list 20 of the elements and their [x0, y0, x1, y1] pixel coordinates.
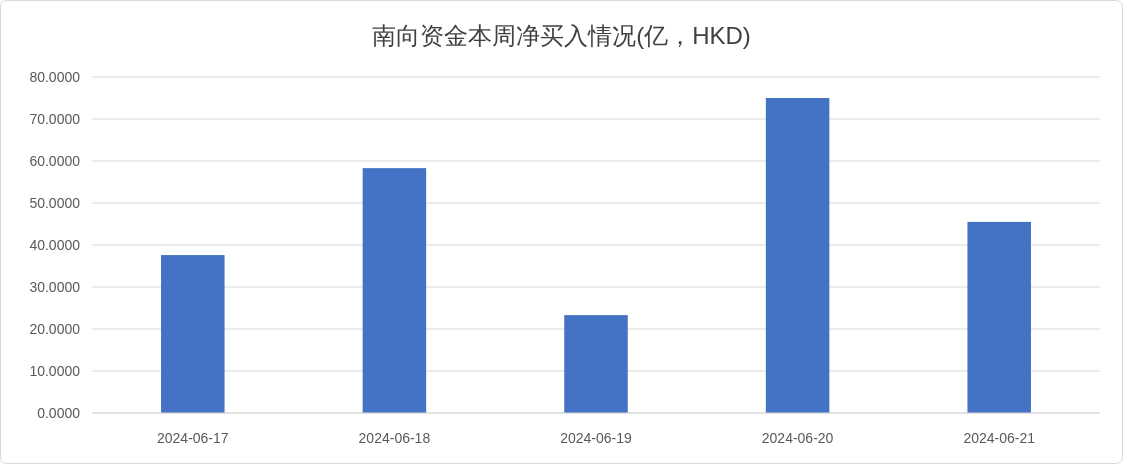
bar — [967, 221, 1031, 413]
y-tick-label: 60.0000 — [29, 153, 81, 169]
bar — [161, 255, 225, 413]
x-tick-label: 2024-06-20 — [761, 430, 834, 446]
y-tick-label: 80.0000 — [29, 69, 81, 85]
y-tick-label: 0.0000 — [37, 405, 81, 421]
x-tick-label: 2024-06-21 — [963, 430, 1036, 446]
y-tick-label: 70.0000 — [29, 111, 81, 127]
x-tick-label: 2024-06-18 — [358, 430, 431, 446]
bar — [564, 315, 628, 413]
bar — [765, 98, 830, 413]
y-tick-label: 10.0000 — [29, 363, 81, 379]
y-tick-label: 20.0000 — [29, 321, 81, 337]
bar — [362, 168, 427, 413]
chart-title: 南向资金本周净买入情况(亿，HKD) — [372, 22, 751, 49]
y-tick-label: 40.0000 — [29, 237, 81, 253]
x-tick-label: 2024-06-17 — [156, 430, 229, 446]
y-tick-label: 50.0000 — [29, 195, 81, 211]
x-tick-label: 2024-06-19 — [560, 430, 633, 446]
y-tick-label: 30.0000 — [29, 279, 81, 295]
